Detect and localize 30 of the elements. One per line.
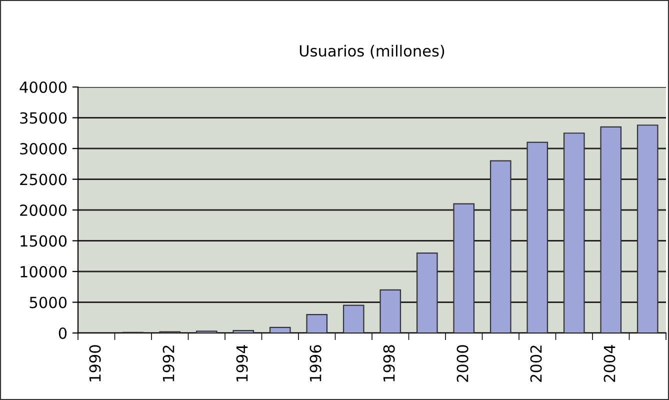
x-tick-label: 1996 [310, 345, 322, 382]
y-tick-label: 10000 [20, 266, 67, 278]
bar [563, 132, 585, 333]
x-tick-label: 2004 [604, 344, 616, 382]
x-tick-label: 1998 [383, 345, 395, 382]
chart-title: Usuarios (millones) [300, 44, 444, 58]
bar [526, 142, 548, 333]
x-tick-label: 1994 [236, 344, 248, 382]
y-tick-label: 35000 [20, 112, 67, 124]
bar [453, 203, 475, 333]
y-tick-label: 40000 [20, 81, 67, 94]
bar [490, 160, 512, 333]
x-tick-label: 1992 [162, 346, 174, 382]
bar [269, 326, 291, 333]
y-tick-label: 30000 [20, 142, 67, 155]
bar [342, 304, 364, 333]
bar [636, 124, 658, 333]
bar [380, 289, 402, 333]
y-tick-label: 20000 [20, 204, 67, 216]
y-tick-label: 25000 [20, 174, 67, 186]
bar [600, 126, 622, 333]
bar [306, 314, 328, 333]
y-tick-label: 5000 [30, 296, 67, 308]
y-tick-label: 0 [58, 327, 67, 340]
x-tick-label: 2002 [530, 346, 542, 382]
y-tick-label: 15000 [20, 235, 67, 247]
x-tick-label: 1990 [89, 345, 101, 382]
x-tick-label: 2000 [456, 345, 468, 382]
bar [232, 330, 254, 333]
bar [416, 252, 438, 333]
